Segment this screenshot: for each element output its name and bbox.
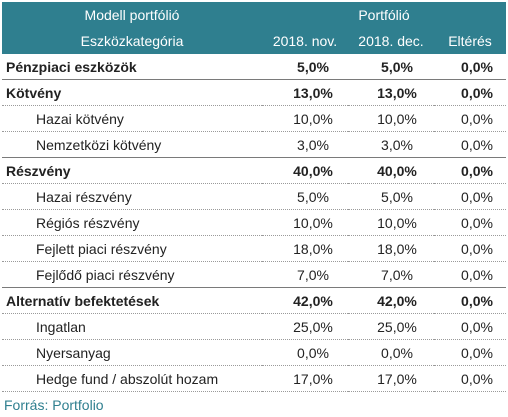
value-dec: 10,0% (348, 209, 434, 236)
table-body: Pénzpiaci eszközök 5,0% 5,0% 0,0% Kötvén… (2, 54, 507, 392)
value-nov: 5,0% (262, 54, 348, 80)
value-dec: 3,0% (348, 131, 434, 158)
value-dec: 10,0% (348, 105, 434, 132)
header-portfolio: Portfólió (262, 2, 507, 28)
table-row: Pénzpiaci eszközök 5,0% 5,0% 0,0% (2, 54, 507, 80)
table-row: Fejlődő piaci részvény 7,0% 7,0% 0,0% (2, 261, 507, 288)
value-nov: 10,0% (262, 105, 348, 132)
value-dec: 18,0% (348, 235, 434, 262)
value-diff: 0,0% (434, 209, 507, 236)
value-dec: 13,0% (348, 79, 434, 106)
table-row: Hazai részvény 5,0% 5,0% 0,0% (2, 183, 507, 210)
value-dec: 25,0% (348, 313, 434, 340)
value-diff: 0,0% (434, 287, 507, 314)
header-dec: 2018. dec. (348, 28, 434, 54)
value-nov: 3,0% (262, 131, 348, 158)
value-diff: 0,0% (434, 365, 507, 392)
row-label: Részvény (2, 157, 262, 184)
value-nov: 42,0% (262, 287, 348, 314)
value-dec: 17,0% (348, 365, 434, 392)
row-label: Fejlődő piaci részvény (2, 261, 262, 288)
row-label: Régiós részvény (2, 209, 262, 236)
value-diff: 0,0% (434, 313, 507, 340)
row-label: Fejlett piaci részvény (2, 235, 262, 262)
value-dec: 5,0% (348, 54, 434, 80)
value-nov: 7,0% (262, 261, 348, 288)
table-row: Hazai kötvény 10,0% 10,0% 0,0% (2, 105, 507, 132)
header-diff: Eltérés (434, 28, 507, 54)
table-row: Ingatlan 25,0% 25,0% 0,0% (2, 313, 507, 340)
table-row: Régiós részvény 10,0% 10,0% 0,0% (2, 209, 507, 236)
value-diff: 0,0% (434, 183, 507, 210)
value-dec: 42,0% (348, 287, 434, 314)
value-dec: 7,0% (348, 261, 434, 288)
value-nov: 13,0% (262, 79, 348, 106)
table-row: Nemzetközi kötvény 3,0% 3,0% 0,0% (2, 131, 507, 158)
row-label: Nemzetközi kötvény (2, 131, 262, 158)
header-model-portfolio: Modell portfólió (2, 2, 262, 28)
value-dec: 40,0% (348, 157, 434, 184)
value-diff: 0,0% (434, 54, 507, 80)
value-diff: 0,0% (434, 157, 507, 184)
row-label: Alternatív befektetések (2, 287, 262, 314)
value-diff: 0,0% (434, 261, 507, 288)
value-diff: 0,0% (434, 79, 507, 106)
table-row: Fejlett piaci részvény 18,0% 18,0% 0,0% (2, 235, 507, 262)
value-nov: 10,0% (262, 209, 348, 236)
value-nov: 18,0% (262, 235, 348, 262)
row-label: Ingatlan (2, 313, 262, 340)
source-note: Forrás: Portfolio (4, 397, 104, 413)
header-nov: 2018. nov. (262, 28, 348, 54)
portfolio-table: Modell portfólió Portfólió Eszközkategór… (2, 2, 507, 392)
row-label: Pénzpiaci eszközök (2, 54, 262, 80)
value-nov: 5,0% (262, 183, 348, 210)
table-header: Modell portfólió Portfólió Eszközkategór… (2, 2, 507, 54)
value-nov: 25,0% (262, 313, 348, 340)
table-row: Nyersanyag 0,0% 0,0% 0,0% (2, 339, 507, 366)
value-diff: 0,0% (434, 235, 507, 262)
row-label: Kötvény (2, 79, 262, 106)
row-label: Hazai részvény (2, 183, 262, 210)
table-row: Hedge fund / abszolút hozam 17,0% 17,0% … (2, 365, 507, 392)
table-row: Kötvény 13,0% 13,0% 0,0% (2, 79, 507, 106)
value-diff: 0,0% (434, 105, 507, 132)
table-row: Részvény 40,0% 40,0% 0,0% (2, 157, 507, 184)
value-dec: 0,0% (348, 339, 434, 366)
row-label: Nyersanyag (2, 339, 262, 366)
row-label: Hedge fund / abszolút hozam (2, 365, 262, 392)
row-label: Hazai kötvény (2, 105, 262, 132)
value-diff: 0,0% (434, 339, 507, 366)
value-nov: 0,0% (262, 339, 348, 366)
table-row: Alternatív befektetések 42,0% 42,0% 0,0% (2, 287, 507, 314)
value-nov: 40,0% (262, 157, 348, 184)
value-dec: 5,0% (348, 183, 434, 210)
value-nov: 17,0% (262, 365, 348, 392)
value-diff: 0,0% (434, 131, 507, 158)
header-asset-category: Eszközkategória (2, 28, 262, 54)
